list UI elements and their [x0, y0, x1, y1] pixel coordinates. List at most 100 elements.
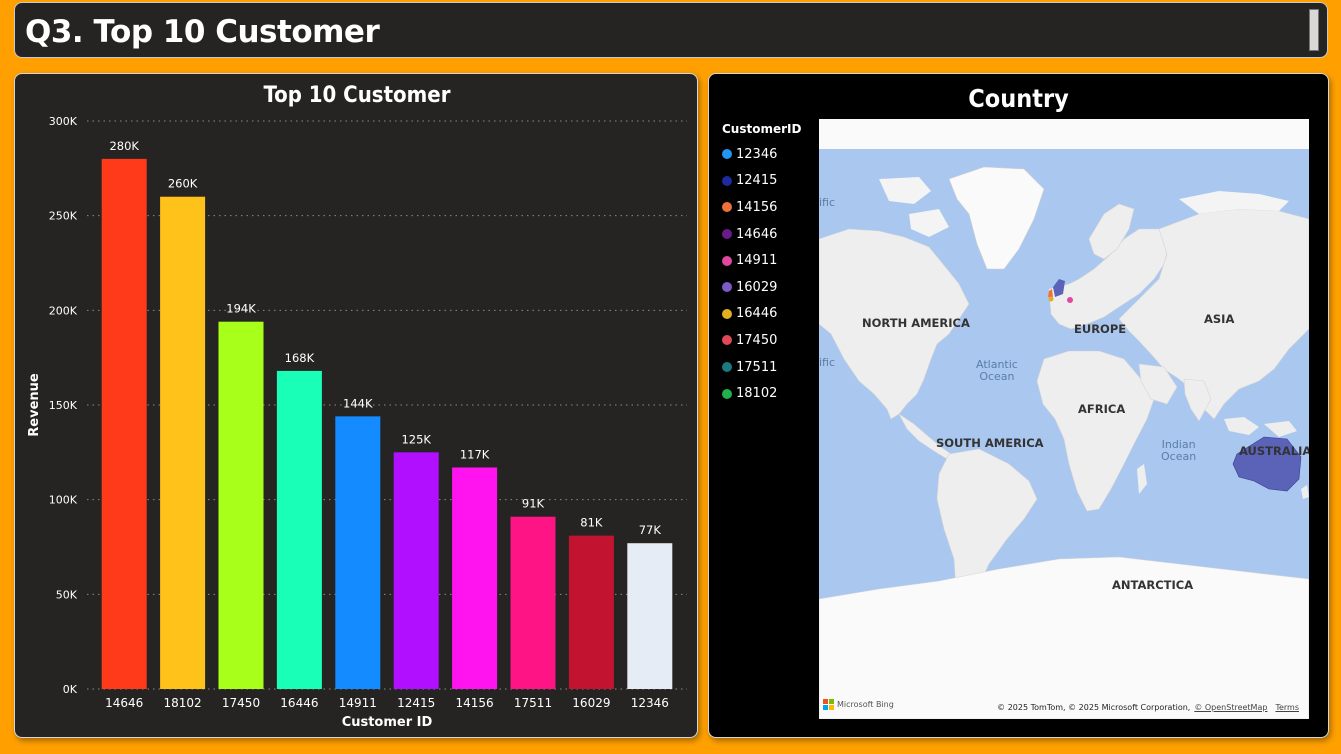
- legend-dot-icon: [722, 175, 732, 186]
- bar-chart-panel[interactable]: Top 10 Customer 0K 50K 100K 150K 200K 250K 300K…: [14, 73, 698, 738]
- world-map-graphic: [819, 119, 1309, 719]
- data-label: 144K: [343, 396, 373, 410]
- attribution-text: © 2025 TomTom, © 2025 Microsoft Corporat…: [997, 703, 1191, 712]
- bar[interactable]: [276, 370, 322, 689]
- legend-label: 12346: [736, 146, 778, 162]
- legend-item[interactable]: 17450: [722, 327, 801, 354]
- legend-title: CustomerID: [722, 122, 802, 136]
- data-label: 168K: [285, 351, 315, 365]
- data-label: 280K: [109, 139, 139, 153]
- legend-item[interactable]: 14646: [722, 221, 801, 248]
- label-south-america: SOUTH AMERICA: [936, 436, 1044, 450]
- y-tick-label: 150K: [49, 399, 78, 412]
- legend-dot-icon: [722, 255, 732, 266]
- x-tick-label: 12415: [397, 696, 435, 710]
- data-label: 125K: [401, 432, 431, 446]
- label-indian-line1: Indian: [1161, 438, 1196, 451]
- y-tick-label: 300K: [49, 115, 78, 128]
- bar[interactable]: [627, 543, 673, 689]
- legend-label: 14646: [736, 226, 778, 242]
- legend-dot-icon: [722, 282, 732, 293]
- bar[interactable]: [393, 452, 439, 689]
- data-label: 260K: [168, 177, 198, 191]
- openstreetmap-link[interactable]: © OpenStreetMap: [1194, 703, 1268, 712]
- legend-dot-icon: [722, 202, 732, 213]
- bar[interactable]: [568, 535, 614, 689]
- legend-label: 16029: [736, 279, 778, 295]
- label-pacific-edge-top: ific: [819, 196, 836, 209]
- data-label: 77K: [639, 523, 662, 537]
- terms-link[interactable]: Terms: [1275, 703, 1299, 712]
- legend-dot-icon: [722, 308, 732, 319]
- legend-item[interactable]: 17511: [722, 354, 801, 381]
- bar[interactable]: [510, 516, 556, 689]
- scrollbar[interactable]: [1309, 9, 1319, 51]
- data-label: 194K: [226, 302, 256, 316]
- legend-dot-icon: [722, 388, 732, 399]
- label-pacific-edge-bottom: ific: [819, 356, 836, 369]
- legend-item[interactable]: 14156: [722, 194, 801, 221]
- legend-dot-icon: [722, 335, 732, 346]
- label-atlantic-ocean: Atlantic Ocean: [976, 359, 1018, 383]
- microsoft-logo-icon: [823, 699, 834, 710]
- legend-item[interactable]: 12415: [722, 168, 801, 195]
- label-australia: AUSTRALIA: [1239, 444, 1309, 458]
- legend-item[interactable]: 14911: [722, 247, 801, 274]
- y-axis-label: Revenue: [27, 373, 42, 437]
- label-atlantic-line2: Ocean: [979, 370, 1015, 383]
- bar[interactable]: [335, 416, 381, 689]
- legend-item[interactable]: 16029: [722, 274, 801, 301]
- x-tick-label: 16446: [280, 696, 318, 710]
- x-tick-label: 17511: [514, 696, 552, 710]
- legend-label: 16446: [736, 306, 778, 322]
- bar[interactable]: [218, 321, 264, 689]
- label-asia: ASIA: [1204, 312, 1235, 326]
- page-title: Q3. Top 10 Customer: [25, 14, 380, 50]
- data-label: 117K: [460, 447, 490, 461]
- x-tick-label: 16029: [572, 696, 610, 710]
- legend-label: 14911: [736, 253, 778, 269]
- label-atlantic-line1: Atlantic: [976, 358, 1018, 371]
- legend-label: 14156: [736, 199, 778, 215]
- label-indian-line2: Ocean: [1161, 450, 1197, 463]
- legend-label: 18102: [736, 386, 778, 402]
- data-label: 91K: [522, 497, 545, 511]
- x-tick-label: 14646: [105, 696, 143, 710]
- legend-dot-icon: [722, 149, 732, 160]
- microsoft-bing-logo: Microsoft Bing: [823, 699, 894, 710]
- label-indian-ocean: Indian Ocean: [1161, 439, 1196, 463]
- x-tick-label: 18102: [164, 696, 202, 710]
- map-legend: CustomerID 12346 12415 14156 14646 14911 1602…: [722, 122, 801, 407]
- label-antarctica: ANTARCTICA: [1112, 578, 1194, 592]
- map-panel[interactable]: Country CustomerID 12346 12415 14156 14646 1…: [708, 73, 1329, 738]
- x-tick-label: 12346: [631, 696, 669, 710]
- legend-label: 12415: [736, 173, 778, 189]
- x-tick-label: 17450: [222, 696, 260, 710]
- y-tick-label: 100K: [49, 494, 78, 507]
- data-label: 81K: [580, 516, 603, 530]
- world-map[interactable]: NORTH AMERICA EUROPE ASIA AFRICA SOUTH A…: [819, 119, 1309, 719]
- legend-item[interactable]: 12346: [722, 141, 801, 168]
- y-tick-label: 250K: [49, 210, 78, 223]
- y-tick-label: 200K: [49, 304, 78, 317]
- y-tick-label: 0K: [63, 683, 78, 696]
- legend-label: 17511: [736, 359, 778, 375]
- page-header: Q3. Top 10 Customer: [14, 2, 1328, 58]
- legend-item[interactable]: 18102: [722, 380, 801, 407]
- map-title: Country: [968, 84, 1069, 113]
- legend-dot-icon: [722, 229, 732, 240]
- x-tick-label: 14156: [456, 696, 494, 710]
- legend-label: 17450: [736, 332, 778, 348]
- y-tick-label: 50K: [56, 588, 78, 601]
- legend-dot-icon: [722, 362, 732, 373]
- chart-title: Top 10 Customer: [264, 83, 451, 108]
- label-europe: EUROPE: [1074, 322, 1127, 336]
- bar[interactable]: [160, 196, 206, 689]
- x-axis-label: Customer ID: [342, 715, 433, 730]
- bing-logo-text: Microsoft Bing: [837, 700, 894, 709]
- x-tick-label: 14911: [339, 696, 377, 710]
- bar-chart[interactable]: Top 10 Customer 0K 50K 100K 150K 200K 250K 300K…: [15, 74, 699, 739]
- bar[interactable]: [101, 158, 147, 689]
- bar[interactable]: [452, 467, 498, 689]
- legend-item[interactable]: 16446: [722, 301, 801, 328]
